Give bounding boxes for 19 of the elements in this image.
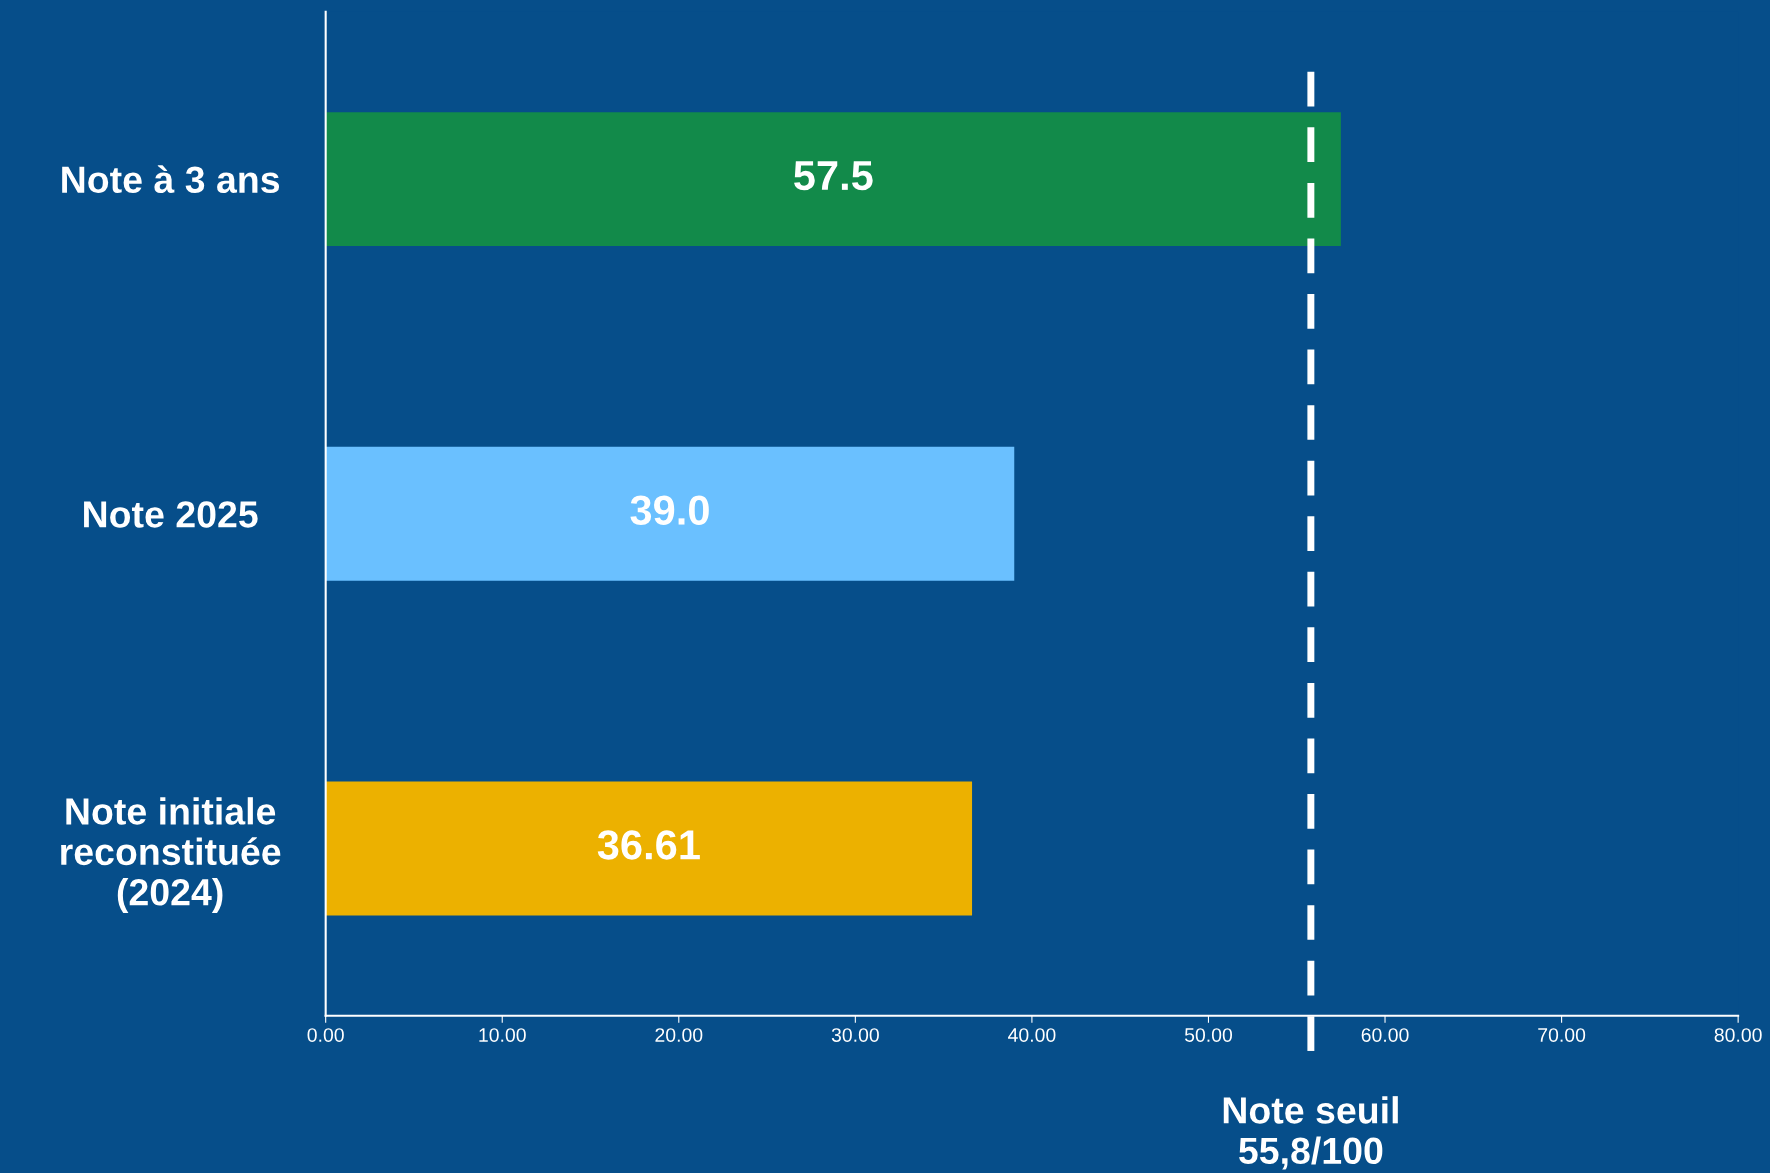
y-tick-label: Note à 3 ans: [62, 165, 280, 194]
x-tick-label: 30.00: [831, 1028, 879, 1042]
x-tick-label: 50.00: [1184, 1028, 1233, 1042]
data-label: 36.61: [597, 830, 700, 860]
y-tick-label: Note 2025: [84, 501, 258, 528]
x-tick-label: 20.00: [655, 1028, 703, 1042]
data-label: 39.0: [630, 495, 709, 526]
x-tick-label: 80.00: [1714, 1028, 1762, 1042]
x-tick-label: 60.00: [1361, 1028, 1409, 1042]
bar: [325, 112, 1341, 247]
bar: [325, 446, 1015, 581]
x-tick-label: 10.00: [479, 1028, 526, 1042]
bar: [325, 781, 973, 916]
x-tick-label: 70.00: [1538, 1028, 1586, 1042]
x-tick-label: 40.00: [1008, 1028, 1056, 1042]
ref-line-label: Note seuil 55,8/100: [1223, 1096, 1398, 1170]
x-tick-label: 0.00: [307, 1028, 344, 1042]
data-label: 57.5: [794, 161, 873, 191]
y-tick-label: Note initiale reconstituée (2024): [61, 797, 281, 913]
